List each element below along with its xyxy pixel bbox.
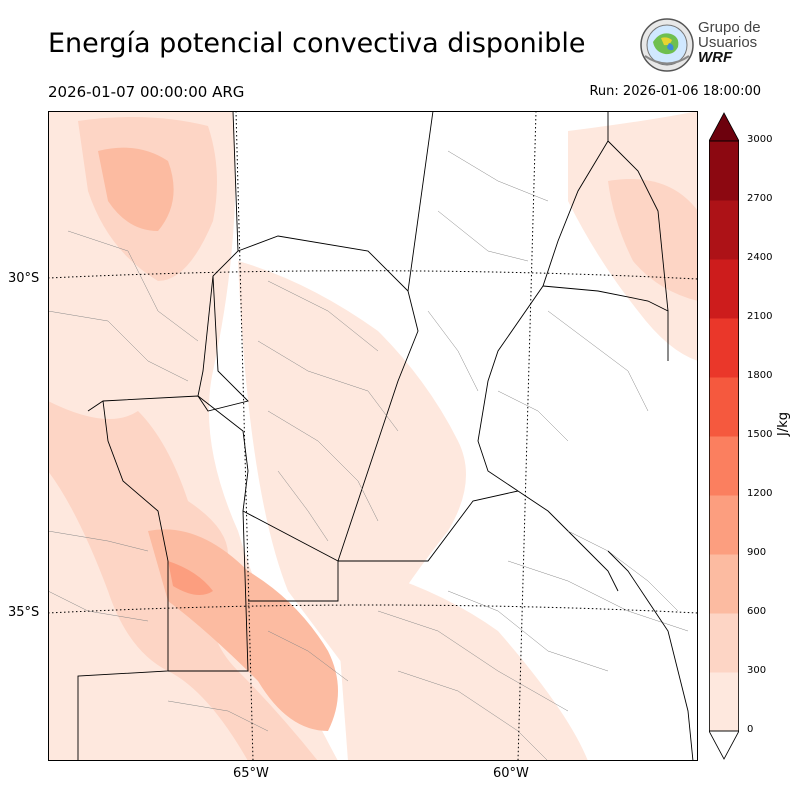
lon-label-65w: 65°W bbox=[233, 766, 269, 781]
cape-map bbox=[48, 111, 698, 761]
colorbar-lower-extension bbox=[709, 730, 739, 760]
colorbar-tick-label: 1800 bbox=[747, 370, 773, 381]
colorbar-tick-label: 1200 bbox=[747, 488, 773, 499]
logo-line-1: Grupo de bbox=[698, 19, 761, 36]
colorbar-segment bbox=[709, 613, 739, 673]
department-borders bbox=[48, 150, 689, 761]
colorbar-tick-label: 600 bbox=[747, 606, 767, 617]
colorbar-segment bbox=[709, 672, 739, 732]
colorbar-tick-label: 300 bbox=[747, 665, 767, 676]
colorbar-upper-extension bbox=[709, 112, 739, 142]
colorbar-tick-label: 900 bbox=[747, 547, 767, 558]
colorbar-segment bbox=[709, 377, 739, 437]
valid-time: 2026-01-07 00:00:00 ARG bbox=[48, 83, 245, 101]
map-frame bbox=[48, 111, 698, 761]
run-time: Run: 2026-01-06 18:00:00 bbox=[589, 84, 761, 99]
colorbar-tick-label: 1500 bbox=[747, 429, 773, 440]
lat-label-30s: 30°S bbox=[8, 271, 40, 286]
colorbar-tick-label: 2400 bbox=[747, 252, 773, 263]
colorbar-tick-label: 3000 bbox=[747, 134, 773, 145]
colorbar-segment bbox=[709, 554, 739, 614]
colorbar-tick-label: 2700 bbox=[747, 193, 773, 204]
colorbar-frame bbox=[709, 140, 739, 732]
lon-label-60w: 60°W bbox=[493, 766, 529, 781]
colorbar-segment bbox=[709, 318, 739, 378]
colorbar-segment bbox=[709, 200, 739, 260]
logo-line-3: WRF bbox=[698, 49, 733, 66]
colorbar-segment bbox=[709, 495, 739, 555]
coastline bbox=[607, 550, 694, 761]
colorbar-segment bbox=[709, 141, 739, 201]
colorbar-unit: J/kg bbox=[776, 412, 791, 436]
colorbar-segment bbox=[709, 259, 739, 319]
colorbar-tick-label: 2100 bbox=[747, 311, 773, 322]
logo-line-2: Usuarios bbox=[698, 34, 758, 51]
lat-label-35s: 35°S bbox=[8, 605, 40, 620]
wrf-logo: Grupo de Usuarios WRF bbox=[638, 16, 762, 74]
cape-shading bbox=[48, 111, 698, 761]
graticule bbox=[48, 111, 698, 761]
colorbar bbox=[709, 112, 739, 760]
chart-title: Energía potencial convectiva disponible bbox=[48, 28, 586, 59]
globe-icon bbox=[640, 18, 694, 72]
colorbar-segment bbox=[709, 436, 739, 496]
colorbar-tick-label: 0 bbox=[747, 724, 754, 735]
